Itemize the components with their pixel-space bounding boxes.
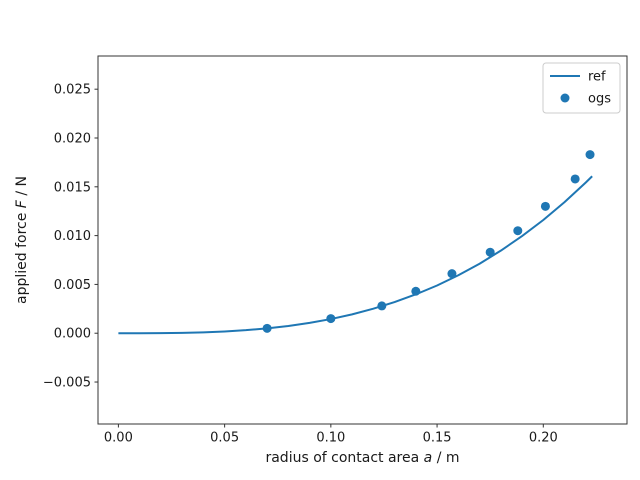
data-point [262, 323, 272, 333]
x-tick-label: 0.10 [316, 431, 345, 446]
data-point [377, 301, 387, 311]
data-point [540, 201, 550, 211]
y-tick-label: 0.000 [54, 327, 91, 342]
data-point [570, 174, 580, 184]
data-point [585, 150, 595, 160]
ref-line [118, 175, 593, 335]
plot-border [97, 55, 628, 425]
data-point [411, 286, 421, 296]
y-tick-label: 0.025 [54, 83, 91, 98]
data-point [447, 269, 457, 279]
data-point [485, 247, 495, 257]
y-tick-label: 0.005 [54, 278, 91, 293]
legend-ogs-marker-swatch [560, 93, 570, 103]
y-axis-label: applied force F / N [14, 176, 30, 304]
x-axis-label: radius of contact area a / m [265, 450, 459, 466]
x-tick-label: 0.15 [423, 431, 452, 446]
x-tick-label: 0.00 [104, 431, 133, 446]
legend: ref ogs [542, 62, 621, 114]
x-tick-label: 0.05 [210, 431, 239, 446]
x-tick-label: 0.20 [529, 431, 558, 446]
y-tick-label: 0.015 [54, 180, 91, 195]
data-point [513, 226, 523, 236]
ogs-points [262, 150, 595, 333]
legend-label-ogs: ogs [588, 92, 611, 107]
y-tick-label: 0.020 [54, 131, 91, 146]
y-tick-label: 0.010 [54, 229, 91, 244]
legend-label-ref: ref [588, 70, 606, 85]
data-point [326, 314, 336, 324]
y-tick-label: −0.005 [43, 376, 91, 391]
